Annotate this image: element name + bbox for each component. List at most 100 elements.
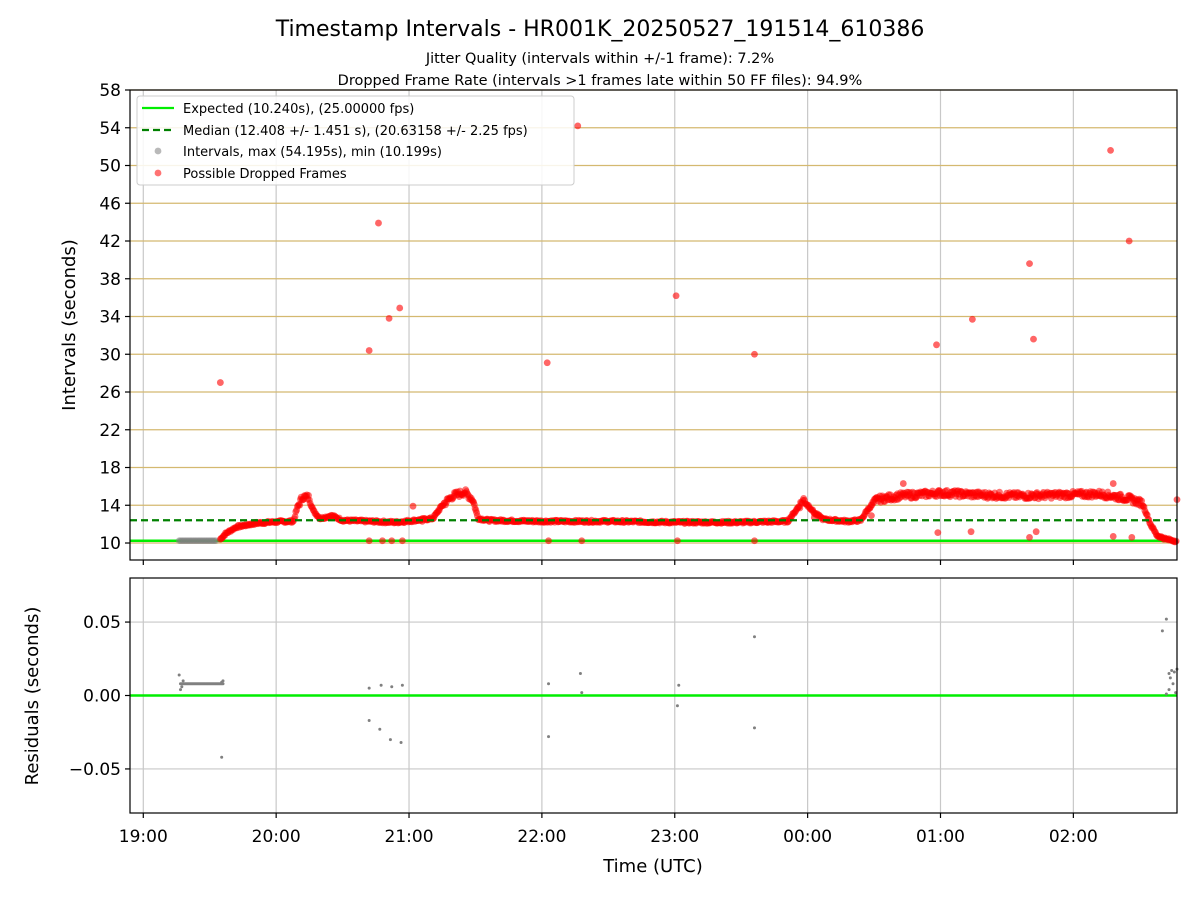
dropped-frame-point	[934, 529, 942, 537]
x-tick-label: 01:00	[916, 827, 965, 847]
dropped-frame-point	[409, 502, 417, 510]
dropped-frame-point	[1125, 237, 1133, 245]
top-y-axis-label: Intervals (seconds)	[59, 239, 80, 411]
dropped-frame-point	[674, 537, 681, 545]
residual-point	[677, 683, 681, 687]
residual-point	[1167, 671, 1171, 675]
x-axis-label: Time (UTC)	[602, 856, 703, 877]
dropped-frame-point	[933, 341, 940, 349]
dropped-frame-point	[1107, 147, 1114, 154]
top-y-tick-label: 18	[99, 459, 121, 479]
top-y-tick-label: 46	[99, 194, 121, 214]
legend-dropped-swatch	[154, 169, 162, 177]
top-y-tick-label: 14	[99, 496, 121, 516]
top-y-tick-label: 10	[99, 534, 121, 554]
bottom-series	[177, 617, 1179, 759]
dropped-frame-point	[899, 480, 907, 487]
dropped-frame-point	[967, 528, 975, 536]
dropped-frame-point	[574, 122, 582, 130]
residual-point	[1171, 682, 1175, 686]
legend-median-label: Median (12.408 +/- 1.451 s), (20.63158 +…	[183, 124, 528, 139]
chart-title: Timestamp Intervals - HR001K_20250527_19…	[275, 17, 925, 42]
dropped-frame-point	[296, 501, 304, 509]
bottom-panel: 0.05 0.00 −0.05 19:00 20:00 21:00 22:00 23:00 0…	[22, 577, 1179, 847]
residual-point	[752, 726, 756, 730]
x-tick-label: 20:00	[252, 827, 301, 847]
dropped-frame-point	[216, 379, 224, 386]
residual-point	[1164, 617, 1168, 621]
dropped-frame-point	[751, 537, 758, 545]
dropped-frame-point	[398, 537, 406, 545]
residual-point	[180, 685, 184, 689]
x-tick-label: 22:00	[517, 827, 566, 847]
residual-point	[400, 683, 404, 687]
x-tick-label: 00:00	[783, 827, 832, 847]
legend-intervals-label: Intervals, max (54.195s), min (10.199s)	[183, 145, 442, 160]
top-y-tick-label: 22	[99, 421, 121, 441]
residual-point	[221, 679, 225, 683]
dropped-frame-point	[375, 219, 382, 227]
dropped-frame-point	[1026, 533, 1033, 541]
residual-point	[675, 704, 679, 708]
dropped-frame-point	[1026, 260, 1033, 268]
legend-expected-label: Expected (10.240s), (25.00000 fps)	[183, 102, 414, 117]
residual-point	[1168, 676, 1172, 680]
residual-point	[1160, 629, 1164, 633]
dropped-frame-point	[968, 315, 976, 323]
dropped-frame-point	[751, 350, 758, 358]
dropped-frame-point	[388, 537, 396, 545]
bottom-y-tick-label: 0.00	[83, 687, 121, 707]
residual-point	[1167, 688, 1171, 692]
residual-point	[177, 673, 181, 677]
bottom-y-axis-ticks: 0.05 0.00 −0.05	[69, 613, 130, 780]
dropped-frame-point	[543, 359, 551, 367]
x-tick-label: 19:00	[119, 827, 168, 847]
legend-box	[136, 95, 575, 186]
top-y-tick-label: 30	[99, 345, 121, 365]
dropped-frame-point	[578, 537, 586, 545]
residual-point	[220, 755, 224, 759]
residual-point	[378, 727, 382, 731]
legend: Expected (10.240s), (25.00000 fps) Media…	[136, 95, 575, 186]
residual-point	[547, 735, 551, 739]
bottom-x-axis-ticks: 19:00 20:00 21:00 22:00 23:00 00:00 01:00 02:00	[119, 813, 1098, 847]
residual-point	[178, 688, 182, 692]
x-tick-label: 21:00	[385, 827, 434, 847]
dropped-frame-point	[1128, 533, 1136, 541]
residual-point	[367, 686, 371, 690]
residual-point	[367, 718, 371, 722]
bottom-y-axis-label: Residuals (seconds)	[22, 607, 43, 786]
dropped-frame-point	[396, 304, 404, 312]
residual-point	[181, 679, 185, 683]
top-panel: 10 14 18 22 26 30 34 38 42 46 50 54 58 Intervals (se…	[59, 81, 1181, 565]
top-y-tick-label: 26	[99, 383, 121, 403]
top-y-tick-label: 38	[99, 270, 121, 290]
top-x-axis-ticks	[142, 560, 1074, 565]
dropped-frame-point	[672, 292, 680, 300]
residual-point	[1170, 669, 1174, 673]
top-y-tick-label: 58	[99, 81, 121, 101]
dropped-frame-point	[365, 347, 373, 354]
residual-point	[1164, 692, 1168, 696]
top-y-tick-label: 34	[99, 308, 121, 328]
chart-subtitle-dropped: Dropped Frame Rate (intervals >1 frames …	[338, 73, 863, 89]
residual-point	[390, 685, 394, 689]
dropped-frame-point	[868, 512, 875, 520]
top-plot-frame	[129, 89, 1178, 561]
top-y-tick-label: 54	[99, 119, 121, 139]
top-y-tick-label: 42	[99, 232, 121, 252]
dropped-frame-point	[1109, 533, 1117, 540]
residual-point	[379, 683, 383, 687]
residual-point	[399, 741, 403, 744]
legend-dropped-label: Possible Dropped Frames	[183, 167, 347, 182]
dropped-frame-point	[545, 537, 552, 545]
chart-subtitle-jitter: Jitter Quality (intervals within +/-1 fr…	[425, 51, 774, 67]
residual-point	[580, 691, 584, 695]
residual-point	[547, 682, 551, 686]
residual-point	[752, 635, 756, 639]
bottom-y-tick-label: −0.05	[69, 760, 121, 780]
residual-point	[388, 738, 392, 742]
top-horizontal-gridlines	[130, 89, 1177, 544]
dropped-frame-point	[1032, 528, 1040, 536]
